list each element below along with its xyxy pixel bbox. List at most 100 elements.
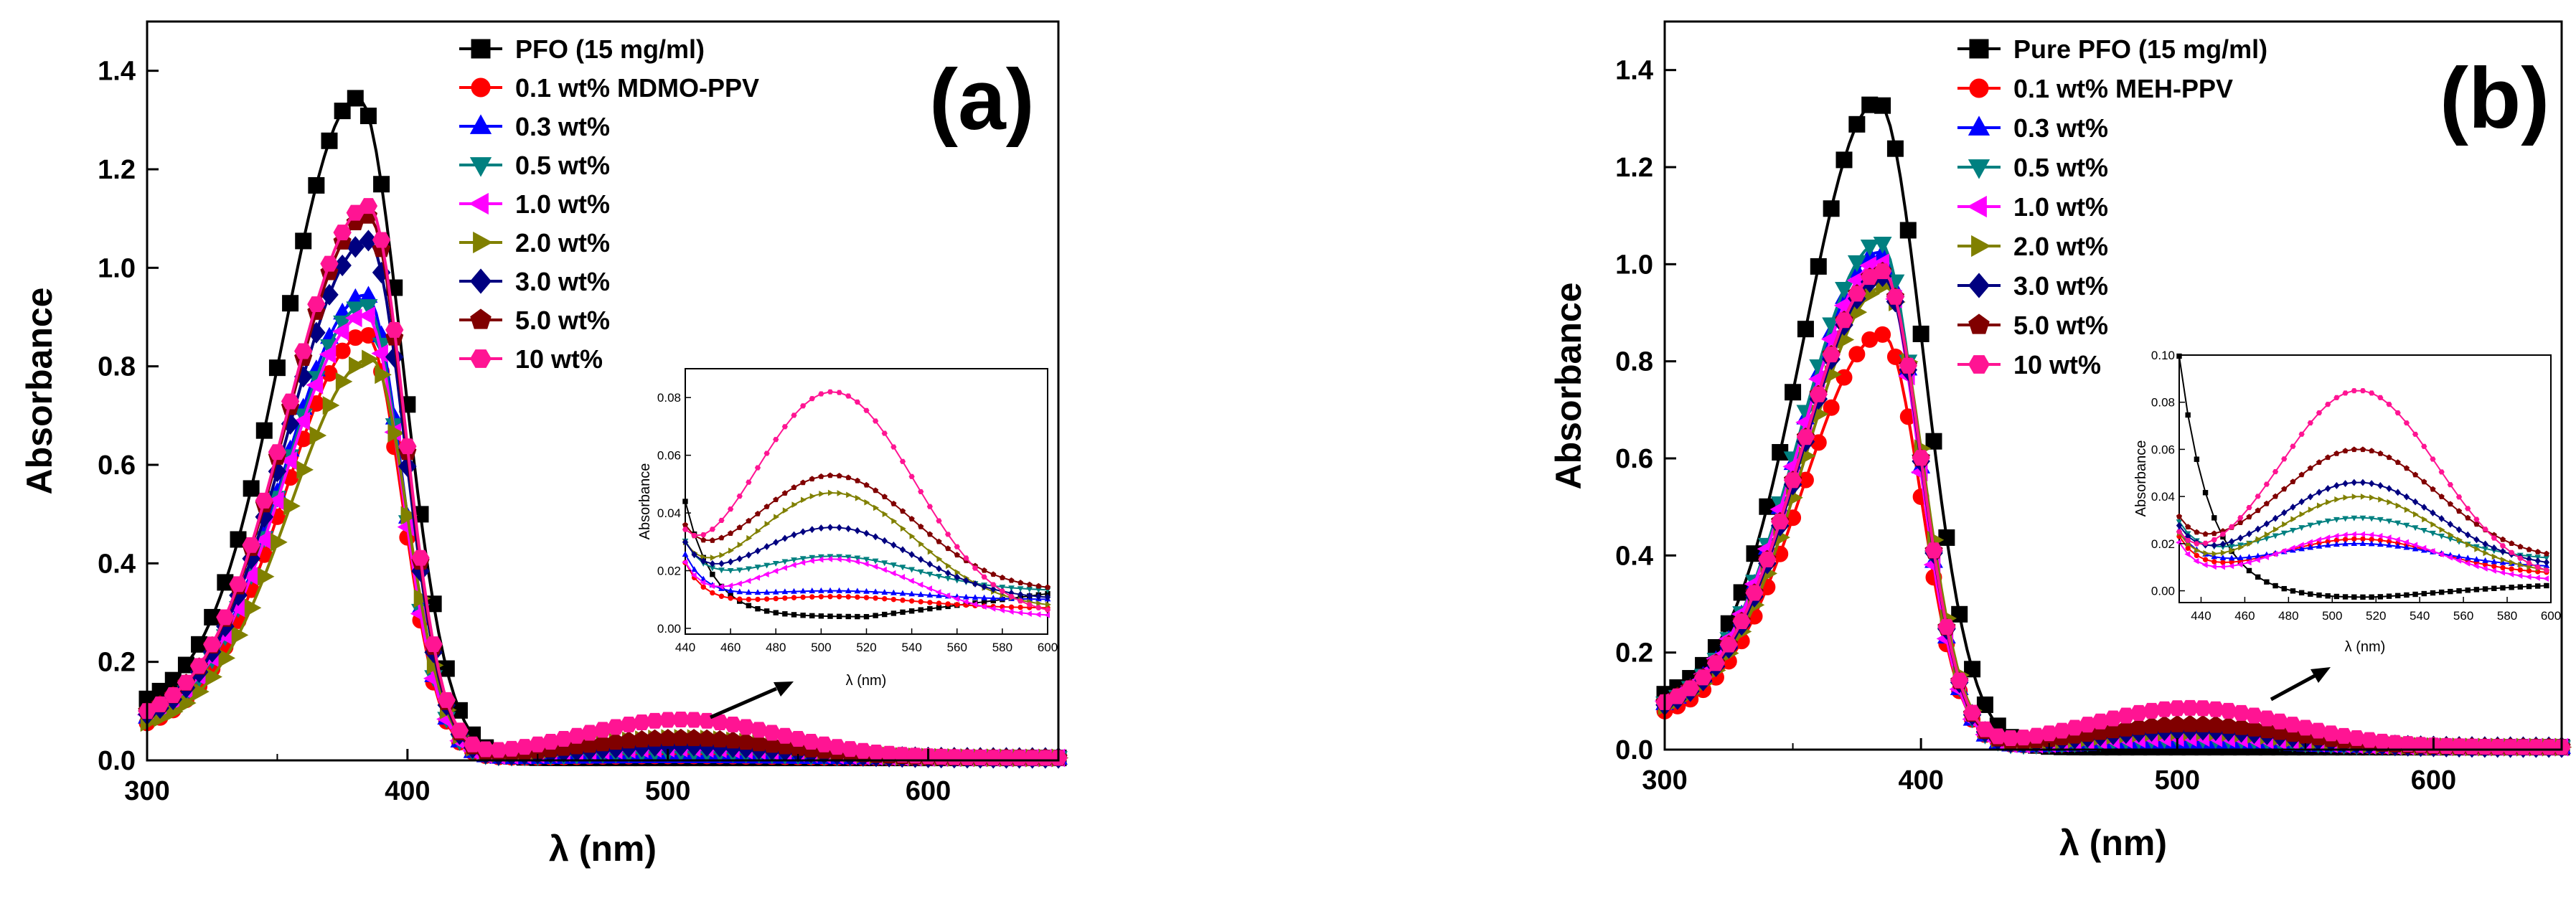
legend-entry: 3.0 wt% bbox=[459, 267, 610, 296]
inset-data-point bbox=[2298, 542, 2304, 549]
inset-data-point bbox=[2499, 543, 2506, 549]
x-tick-label: 400 bbox=[1898, 765, 1943, 796]
inset-data-point bbox=[827, 472, 834, 478]
inset-data-point bbox=[1026, 592, 1033, 600]
inset-data-point bbox=[772, 588, 779, 595]
inset-data-point bbox=[2360, 493, 2366, 500]
legend-entry: 10 wt% bbox=[1957, 350, 2101, 379]
inset-data-point bbox=[899, 565, 906, 571]
inset-data-point bbox=[2307, 493, 2313, 501]
inset-data-point bbox=[710, 571, 715, 577]
data-point bbox=[1912, 325, 1929, 342]
inset-data-point bbox=[2386, 485, 2392, 492]
inset-data-point bbox=[2421, 590, 2427, 597]
inset-data-point bbox=[836, 524, 842, 532]
inset-data-point bbox=[2281, 509, 2288, 516]
inset-data-point bbox=[990, 585, 997, 593]
data-point bbox=[1809, 386, 1828, 402]
inset-data-point bbox=[2324, 542, 2331, 548]
inset-data-point bbox=[946, 562, 952, 570]
inset-data-point bbox=[2438, 469, 2445, 475]
inset-data-point bbox=[2377, 395, 2384, 400]
inset-data-point bbox=[819, 491, 825, 497]
inset-data-point bbox=[2316, 537, 2322, 543]
data-point bbox=[2206, 701, 2225, 717]
inset-data-point bbox=[1026, 581, 1033, 588]
y-tick-label: 0.8 bbox=[1615, 347, 1653, 377]
inset-x-tick-label: 460 bbox=[2234, 609, 2255, 623]
inset-data-point bbox=[718, 567, 725, 574]
legend-entry: 3.0 wt% bbox=[1957, 271, 2108, 301]
inset-data-point bbox=[2228, 555, 2235, 561]
inset-data-point bbox=[2404, 506, 2410, 513]
inset-data-point bbox=[2185, 524, 2191, 529]
inset-data-point bbox=[2176, 522, 2183, 529]
data-point bbox=[632, 714, 652, 730]
panel-b: 300 400 500 600 0.0 0.2 0.4 0.6 0.8 1.0 1.2 1.4 λ (… bbox=[1548, 20, 2572, 863]
inset-data-point bbox=[2351, 594, 2357, 600]
inset-data-point bbox=[2394, 489, 2401, 496]
data-point bbox=[151, 696, 169, 712]
inset-data-point bbox=[944, 569, 951, 577]
inset-data-point bbox=[781, 424, 788, 430]
inset-y-tick-label: 0.02 bbox=[2151, 537, 2175, 551]
data-point bbox=[841, 741, 860, 758]
legend-entry: 0.3 wt% bbox=[1957, 113, 2108, 143]
inset-data-point bbox=[737, 542, 743, 548]
inset-data-point bbox=[791, 557, 797, 564]
data-point bbox=[502, 740, 521, 757]
data-point bbox=[1886, 288, 1905, 305]
inset-data-point bbox=[763, 589, 770, 595]
inset-data-point bbox=[890, 589, 897, 595]
inset-data-point bbox=[2272, 533, 2279, 539]
inset-data-point bbox=[953, 595, 959, 603]
inset-data-point bbox=[936, 605, 942, 610]
inset-data-point bbox=[2394, 542, 2402, 549]
inset-y-tick-label: 0.04 bbox=[657, 506, 681, 520]
inset-data-point bbox=[2351, 493, 2358, 500]
data-point bbox=[1835, 312, 1853, 329]
inset-data-point bbox=[855, 613, 860, 620]
data-point bbox=[2027, 727, 2046, 744]
data-point bbox=[489, 742, 508, 758]
inset-data-point bbox=[2289, 544, 2295, 552]
inset-data-point bbox=[2211, 559, 2217, 565]
inset-data-point bbox=[2491, 553, 2498, 560]
legend-label: PFO (15 mg/ml) bbox=[515, 34, 705, 64]
inset-data-point bbox=[728, 506, 734, 512]
legend-marker bbox=[1971, 235, 1991, 258]
panel-b-letter: (b) bbox=[2440, 50, 2549, 146]
legend-entry: 0.5 wt% bbox=[1957, 153, 2108, 182]
legend-marker bbox=[471, 39, 491, 59]
legend-label: 5.0 wt% bbox=[515, 306, 610, 335]
legend-label: 0.5 wt% bbox=[2013, 153, 2108, 182]
inset-data-point bbox=[2412, 431, 2419, 437]
data-point bbox=[177, 674, 196, 691]
inset-data-point bbox=[2446, 554, 2453, 561]
inset-data-point bbox=[945, 545, 951, 552]
inset-data-point bbox=[710, 590, 715, 596]
inset-data-point bbox=[773, 437, 779, 443]
inset-data-point bbox=[2203, 549, 2209, 557]
inset-data-point bbox=[2394, 459, 2401, 466]
data-point bbox=[2130, 704, 2148, 721]
legend-marker bbox=[471, 77, 491, 98]
legend-label: 1.0 wt% bbox=[2013, 192, 2108, 222]
inset-x-tick-label: 560 bbox=[2453, 609, 2473, 623]
inset-data-point bbox=[963, 577, 969, 585]
inset-data-point bbox=[845, 588, 852, 593]
data-point bbox=[1848, 286, 1866, 302]
panel-a-inset: 440 460 480 500 520 540 560 580 600 0.00 0.02 0.04 0… bbox=[637, 368, 1058, 689]
inset-data-point bbox=[2211, 542, 2217, 549]
inset-data-point bbox=[1044, 612, 1050, 618]
data-point bbox=[1771, 514, 1790, 530]
inset-data-point bbox=[2369, 594, 2374, 600]
inset-data-point bbox=[2448, 588, 2453, 595]
inset-data-point bbox=[2482, 540, 2488, 548]
data-point bbox=[2399, 736, 2417, 752]
inset-data-point bbox=[809, 476, 815, 482]
panel-a-x-axis-title: λ (nm) bbox=[549, 829, 657, 869]
inset-data-point bbox=[880, 566, 887, 573]
inset-data-point bbox=[2430, 530, 2436, 537]
panel-b-inset: 440 460 480 500 520 540 560 580 600 0.00 0.02 0.04 0… bbox=[2133, 349, 2561, 655]
